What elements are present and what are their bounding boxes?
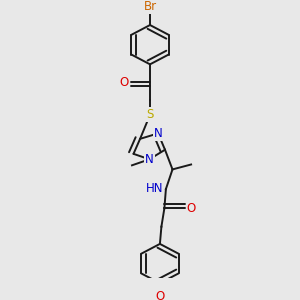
Text: N: N: [154, 127, 163, 140]
Text: HN: HN: [146, 182, 164, 195]
Text: Br: Br: [143, 0, 157, 13]
Text: O: O: [187, 202, 196, 215]
Text: S: S: [146, 108, 154, 121]
Text: O: O: [155, 290, 164, 300]
Text: N: N: [145, 153, 154, 166]
Text: O: O: [119, 76, 128, 88]
